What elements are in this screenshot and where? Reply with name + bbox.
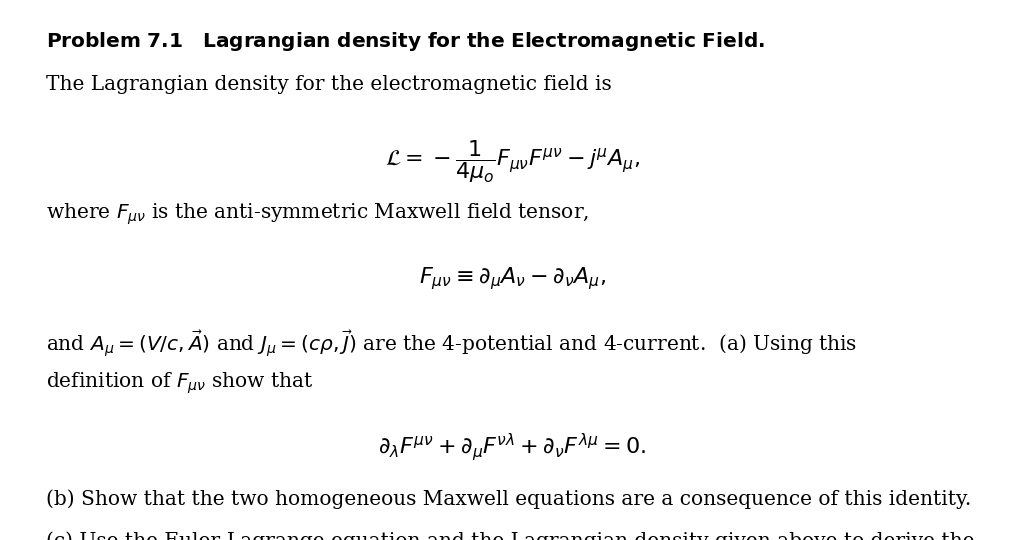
- Text: (b) Show that the two homogeneous Maxwell equations are a consequence of this id: (b) Show that the two homogeneous Maxwel…: [46, 490, 972, 509]
- Text: The Lagrangian density for the electromagnetic field is: The Lagrangian density for the electroma…: [46, 75, 611, 93]
- Text: (c) Use the Euler-Lagrange equation and the Lagrangian density given above to de: (c) Use the Euler-Lagrange equation and …: [46, 531, 975, 540]
- Text: $F_{\mu\nu} \equiv \partial_{\mu}A_{\nu} - \partial_{\nu}A_{\mu},$: $F_{\mu\nu} \equiv \partial_{\mu}A_{\nu}…: [419, 266, 605, 293]
- Text: $\mathcal{L} = -\dfrac{1}{4\mu_o}F_{\mu\nu}F^{\mu\nu} - j^{\mu}A_{\mu},$: $\mathcal{L} = -\dfrac{1}{4\mu_o}F_{\mu\…: [385, 138, 639, 185]
- Text: $\mathbf{Problem\ 7.1}$$\quad$$\mathbf{Lagrangian\ density\ for\ the\ Electromag: $\mathbf{Problem\ 7.1}$$\quad$$\mathbf{L…: [46, 30, 765, 53]
- Text: and $A_{\mu} = (V/c, \vec{A})$ and $J_{\mu} = (c\rho, \vec{J})$ are the 4-potent: and $A_{\mu} = (V/c, \vec{A})$ and $J_{\…: [46, 329, 857, 360]
- Text: where $F_{\mu\nu}$ is the anti-symmetric Maxwell field tensor,: where $F_{\mu\nu}$ is the anti-symmetric…: [46, 202, 589, 227]
- Text: definition of $F_{\mu\nu}$ show that: definition of $F_{\mu\nu}$ show that: [46, 371, 313, 396]
- Text: $\partial_{\lambda}F^{\mu\nu} + \partial_{\mu}F^{\nu\lambda} + \partial_{\nu}F^{: $\partial_{\lambda}F^{\mu\nu} + \partial…: [378, 431, 646, 463]
